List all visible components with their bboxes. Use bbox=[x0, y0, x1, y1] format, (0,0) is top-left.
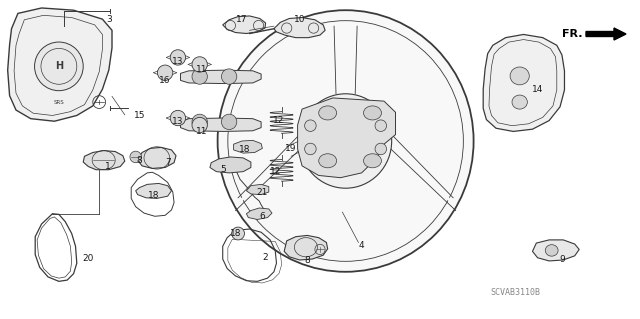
Ellipse shape bbox=[300, 94, 392, 188]
Text: 4: 4 bbox=[359, 241, 364, 250]
Ellipse shape bbox=[319, 106, 337, 120]
Text: SCVAB3110B: SCVAB3110B bbox=[490, 288, 540, 297]
Circle shape bbox=[375, 120, 387, 131]
Polygon shape bbox=[298, 98, 396, 178]
Text: 3: 3 bbox=[106, 15, 111, 24]
Polygon shape bbox=[246, 184, 269, 195]
Polygon shape bbox=[180, 118, 261, 131]
Ellipse shape bbox=[510, 67, 529, 85]
Text: 18: 18 bbox=[239, 145, 250, 154]
Polygon shape bbox=[284, 235, 328, 260]
Text: 2: 2 bbox=[263, 253, 268, 262]
Ellipse shape bbox=[228, 21, 463, 261]
Circle shape bbox=[192, 114, 207, 130]
Text: 9: 9 bbox=[559, 256, 564, 264]
Circle shape bbox=[305, 143, 316, 155]
Polygon shape bbox=[138, 147, 176, 168]
Text: H: H bbox=[55, 61, 63, 71]
Text: 18: 18 bbox=[148, 191, 159, 200]
Text: 8: 8 bbox=[137, 156, 142, 165]
Text: 13: 13 bbox=[172, 117, 184, 126]
Text: 6: 6 bbox=[260, 212, 265, 221]
Text: FR.: FR. bbox=[562, 29, 582, 39]
Circle shape bbox=[170, 50, 186, 65]
FancyArrow shape bbox=[586, 28, 626, 40]
Ellipse shape bbox=[364, 106, 381, 120]
Ellipse shape bbox=[545, 245, 558, 256]
Polygon shape bbox=[8, 8, 112, 121]
Circle shape bbox=[192, 57, 207, 72]
Text: 15: 15 bbox=[134, 111, 145, 120]
Polygon shape bbox=[274, 18, 325, 38]
Text: 11: 11 bbox=[196, 65, 207, 74]
Text: 12: 12 bbox=[269, 167, 281, 176]
Polygon shape bbox=[136, 183, 172, 198]
Text: 19: 19 bbox=[285, 144, 297, 153]
Text: 5: 5 bbox=[220, 165, 225, 174]
Polygon shape bbox=[210, 157, 251, 173]
Text: 14: 14 bbox=[532, 85, 543, 94]
Ellipse shape bbox=[512, 95, 527, 109]
Text: 12: 12 bbox=[273, 116, 284, 125]
Polygon shape bbox=[246, 208, 272, 219]
Text: 10: 10 bbox=[294, 15, 305, 24]
Text: 21: 21 bbox=[257, 188, 268, 197]
Circle shape bbox=[375, 143, 387, 155]
Circle shape bbox=[305, 120, 316, 131]
Text: SRS: SRS bbox=[54, 100, 64, 105]
Text: 17: 17 bbox=[236, 15, 248, 24]
Circle shape bbox=[170, 110, 186, 126]
Text: 7: 7 bbox=[165, 158, 170, 167]
Polygon shape bbox=[83, 151, 125, 170]
Text: 13: 13 bbox=[172, 57, 184, 66]
Polygon shape bbox=[223, 16, 266, 33]
Circle shape bbox=[130, 151, 141, 163]
Circle shape bbox=[35, 42, 83, 91]
Circle shape bbox=[221, 69, 237, 84]
Text: 16: 16 bbox=[159, 76, 171, 85]
Text: 1: 1 bbox=[105, 162, 110, 171]
Circle shape bbox=[192, 69, 207, 84]
Text: 20: 20 bbox=[83, 254, 94, 263]
Circle shape bbox=[192, 117, 207, 133]
Circle shape bbox=[157, 65, 173, 80]
Circle shape bbox=[232, 227, 244, 240]
Text: 18: 18 bbox=[230, 229, 241, 238]
Polygon shape bbox=[483, 34, 564, 131]
Ellipse shape bbox=[218, 10, 474, 272]
Polygon shape bbox=[532, 240, 579, 261]
Text: 8: 8 bbox=[305, 256, 310, 265]
Text: 11: 11 bbox=[196, 127, 207, 136]
Polygon shape bbox=[180, 70, 261, 84]
Polygon shape bbox=[234, 140, 262, 153]
Ellipse shape bbox=[364, 154, 381, 168]
Circle shape bbox=[221, 114, 237, 130]
Ellipse shape bbox=[319, 154, 337, 168]
